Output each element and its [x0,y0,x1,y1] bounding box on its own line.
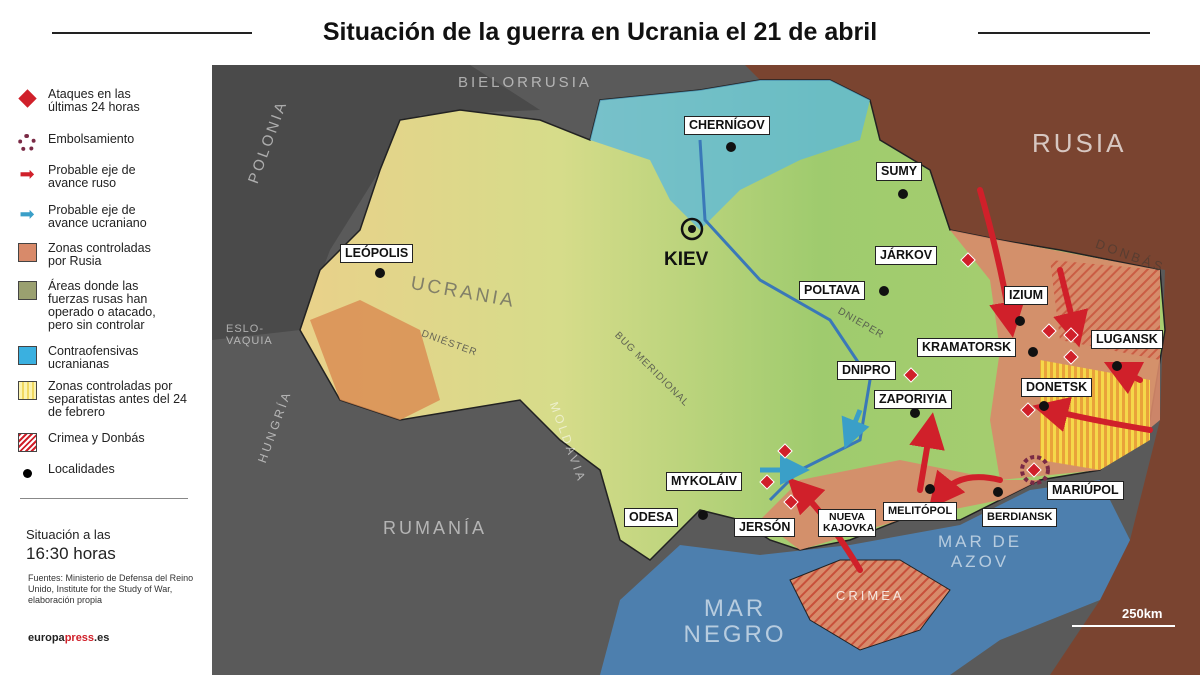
legend-item-crimea-donbas: Crimea y Donbás [16,432,145,452]
russian-controlled-swatch [16,242,38,262]
dotted-circle-icon [16,133,38,153]
city-berdiansk: BERDIANSK [982,508,1058,527]
situation-label: Situación a las [26,527,111,542]
legend-item-russian-advance: ➡ Probable eje de avance ruso [16,164,158,190]
sources: Fuentes: Ministerio de Defensa del Reino… [28,573,194,605]
counteroffensive-swatch [16,345,38,365]
encirclement-mariupol [1020,455,1050,485]
city-kramatorsk: KRAMATORSK [917,338,1017,357]
yellow-stripes-swatch [16,380,38,400]
city-izium: IZIUM [1004,286,1049,305]
crimea-area [789,559,951,651]
label-mar-azov: MAR DE AZOV [937,532,1023,571]
black-dot-icon [16,463,38,483]
label-mar-negro: MAR NEGRO [683,595,787,648]
legend-item-operated-areas: Áreas donde las fuerzas rusas han operad… [16,280,176,332]
label-bielorrusia: BIELORRUSIA [458,74,592,91]
city-odesa: ODESA [624,508,679,527]
label-eslovaquia: ESLO-VAQUIA [226,323,273,347]
attack-markers [759,252,1079,510]
legend-item-russian-controlled: Zonas controladas por Rusia [16,242,168,268]
city-nueva-kajovka: NUEVA KAJOVKA [818,509,876,537]
operated-areas-swatch [16,280,38,300]
label-rusia: RUSIA [1032,128,1127,158]
page-title: Situación de la guerra en Ucrania el 21 … [308,18,892,47]
russia-area [745,65,1200,675]
carpathians-relief [310,300,440,420]
legend-item-localities: Localidades [16,463,115,483]
title-bar: Situación de la guerra en Ucrania el 21 … [0,0,1200,65]
legend-item-encirclement: Embolsamiento [16,133,134,153]
city-dots [375,142,1122,520]
capital-dot [688,225,696,233]
city-lugansk: LUGANSK [1091,330,1163,349]
legend-divider [20,498,188,499]
label-crimea: CRIMEA [836,588,905,603]
legend-item-counteroffensives: Contraofensivas ucranianas [16,345,158,371]
red-diamond-icon [16,88,38,108]
capital-marker-icon [680,217,704,241]
brand-logo: europapress.es [28,632,110,644]
poland-area [212,65,540,340]
dnieper-river [698,139,872,502]
legend-item-ukrainian-advance: ➡ Probable eje de avance ucraniano [16,204,168,230]
city-chernigov: CHERNÍGOV [684,116,770,135]
counteroffensive-north [590,80,870,230]
city-jerson: JERSÓN [734,518,796,537]
city-leopolis: LEÓPOLIS [340,244,414,263]
russian-arrows [787,187,1153,573]
city-mariupol: MARIÚPOL [1047,481,1124,500]
blue-arrow-icon: ➡ [19,203,35,224]
city-jarkov: JÁRKOV [875,246,938,265]
city-zaporiyia: ZAPORIYIA [874,390,953,409]
label-rumania: RUMANÍA [383,518,488,538]
red-hatch-swatch [16,432,38,452]
legend-item-attacks: Ataques en las últimas 24 horas [16,88,168,114]
red-arrow-icon: ➡ [19,163,35,184]
ukrainian-arrows [760,409,870,485]
situation-time: 16:30 horas [26,544,116,563]
scale-label: 250km [1122,606,1163,621]
city-mykolaiv: MYKOLÁIV [666,472,742,491]
city-melitopol: MELITÓPOL [883,502,958,521]
title-rule-right [978,32,1150,34]
city-dnipro: DNIPRO [837,361,896,380]
city-kiev: KIEV [664,249,709,270]
title-rule-left [52,32,252,34]
city-sumy: SUMY [876,162,923,181]
city-poltava: POLTAVA [799,281,866,300]
city-donetsk: DONETSK [1021,378,1093,397]
legend-item-separatist-zones: Zonas controladas por separatistas antes… [16,380,188,419]
